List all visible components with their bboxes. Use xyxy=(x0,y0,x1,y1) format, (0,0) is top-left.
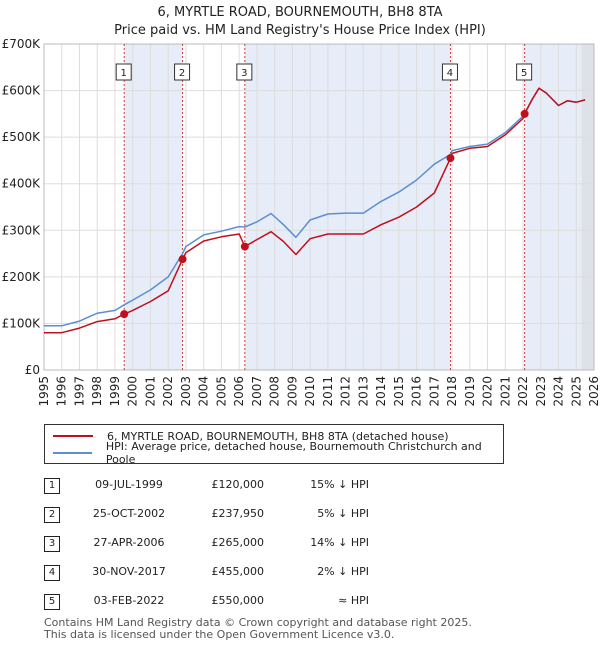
sale-period-shade xyxy=(124,44,183,370)
sale-hpi-relation: 15% ↓ HPI xyxy=(310,478,369,491)
y-tick-label: £200K xyxy=(2,270,42,284)
y-tick-label: £600K xyxy=(2,84,42,98)
sale-date: 27-APR-2006 xyxy=(93,536,165,549)
sale-number-box xyxy=(441,63,458,81)
sale-number-box xyxy=(115,63,132,81)
sale-number-label: 4 xyxy=(447,68,453,79)
x-tick-label: 2001 xyxy=(143,376,157,407)
x-tick-label: 2016 xyxy=(410,376,424,407)
sale-price: £550,000 xyxy=(211,594,265,607)
sale-point xyxy=(178,255,187,264)
sale-row: 4 30-NOV-2017 £455,000 2% ↓ HPI xyxy=(44,560,384,589)
legend-swatch-hpi xyxy=(53,452,92,454)
x-tick-label: 2023 xyxy=(534,376,548,407)
sale-number-badge: 5 xyxy=(44,594,60,610)
x-tick-label: 2008 xyxy=(268,376,282,407)
x-tick-label: 2010 xyxy=(303,376,317,407)
sale-row: 5 03-FEB-2022 £550,000 ≈ HPI xyxy=(44,589,384,618)
sales-table: 1 09-JUL-1999 £120,000 15% ↓ HPI 2 25-OC… xyxy=(44,473,384,618)
x-tick-label: 2022 xyxy=(516,376,530,407)
sale-number-badge: 1 xyxy=(44,478,60,494)
x-tick-label: 2005 xyxy=(214,376,228,407)
sale-price: £455,000 xyxy=(211,565,265,578)
sale-price: £120,000 xyxy=(211,478,265,491)
x-tick-label: 2007 xyxy=(250,376,264,407)
x-tick-label: 2024 xyxy=(552,376,566,407)
sale-hpi-relation: ≈ HPI xyxy=(338,594,369,607)
price-chart: 6, MYRTLE ROAD, BOURNEMOUTH, BH8 8TA Pri… xyxy=(2,5,600,407)
x-tick-label: 2015 xyxy=(392,376,406,407)
y-tick-label: £100K xyxy=(2,316,42,330)
chart-subtitle: Price paid vs. HM Land Registry's House … xyxy=(114,23,486,38)
sale-date: 25-OCT-2002 xyxy=(92,507,166,520)
sale-point xyxy=(446,154,455,163)
x-tick-label: 2002 xyxy=(161,376,175,407)
sale-number-label: 2 xyxy=(179,68,185,79)
sale-point xyxy=(240,242,249,251)
y-tick-label: £0 xyxy=(25,363,40,377)
y-tick-label: £300K xyxy=(2,223,42,237)
footer-attribution: Contains HM Land Registry data © Crown c… xyxy=(44,617,472,641)
sale-point xyxy=(120,310,129,319)
x-tick-label: 2014 xyxy=(374,376,388,407)
sale-date: 09-JUL-1999 xyxy=(95,478,163,491)
sale-period-shade xyxy=(244,44,451,370)
sale-number-label: 5 xyxy=(521,68,527,79)
x-tick-label: 2009 xyxy=(285,376,299,407)
legend-item-property: 6, MYRTLE ROAD, BOURNEMOUTH, BH8 8TA (de… xyxy=(53,428,449,444)
x-tick-label: 1995 xyxy=(37,376,51,407)
chart-title: 6, MYRTLE ROAD, BOURNEMOUTH, BH8 8TA xyxy=(157,5,442,20)
x-tick-label: 2019 xyxy=(463,376,477,407)
sale-hpi-relation: 2% ↓ HPI xyxy=(317,565,369,578)
x-tick-label: 2011 xyxy=(321,376,335,407)
x-tick-label: 2013 xyxy=(356,376,370,407)
footer-line-2: This data is licensed under the Open Gov… xyxy=(44,628,395,641)
x-tick-label: 1997 xyxy=(72,376,86,407)
sale-date: 03-FEB-2022 xyxy=(93,594,165,607)
x-tick-label: 2004 xyxy=(197,376,211,407)
y-tick-label: £500K xyxy=(2,130,42,144)
x-tick-label: 2026 xyxy=(587,376,600,407)
sale-hpi-relation: 5% ↓ HPI xyxy=(317,507,369,520)
sale-number-box xyxy=(236,63,253,81)
y-tick-label: £400K xyxy=(2,177,42,191)
x-tick-label: 1999 xyxy=(108,376,122,407)
sale-number-badge: 2 xyxy=(44,507,60,523)
x-tick-label: 2017 xyxy=(427,376,441,407)
sale-price: £265,000 xyxy=(211,536,265,549)
x-tick-label: 1996 xyxy=(55,376,69,407)
legend-swatch-property xyxy=(53,435,93,437)
series-line-property xyxy=(44,87,586,334)
x-tick-label: 2003 xyxy=(179,376,193,407)
sale-row: 3 27-APR-2006 £265,000 14% ↓ HPI xyxy=(44,531,384,560)
sale-row: 2 25-OCT-2002 £237,950 5% ↓ HPI xyxy=(44,502,384,531)
sale-price: £237,950 xyxy=(211,507,265,520)
x-tick-label: 2020 xyxy=(481,376,495,407)
plot-border xyxy=(43,43,595,371)
sale-row: 1 09-JUL-1999 £120,000 15% ↓ HPI xyxy=(44,473,384,502)
x-tick-label: 1998 xyxy=(90,376,104,407)
sale-number-badge: 3 xyxy=(44,536,60,552)
x-tick-label: 2012 xyxy=(339,376,353,407)
legend: 6, MYRTLE ROAD, BOURNEMOUTH, BH8 8TA (de… xyxy=(44,424,504,466)
sale-number-box xyxy=(174,63,191,81)
sale-date: 30-NOV-2017 xyxy=(92,565,166,578)
sale-hpi-relation: 14% ↓ HPI xyxy=(310,536,369,549)
sale-number-badge: 4 xyxy=(44,565,60,581)
sale-point xyxy=(520,109,529,118)
x-tick-label: 2000 xyxy=(126,376,140,407)
sale-number-label: 3 xyxy=(241,68,247,79)
x-tick-label: 2006 xyxy=(232,376,246,407)
sale-number-box xyxy=(516,63,533,81)
x-tick-label: 2025 xyxy=(569,376,583,407)
legend-label-property: 6, MYRTLE ROAD, BOURNEMOUTH, BH8 8TA (de… xyxy=(107,429,449,443)
footer-line-1: Contains HM Land Registry data © Crown c… xyxy=(44,616,472,629)
legend-label-hpi: HPI: Average price, detached house, Bour… xyxy=(105,440,482,466)
x-tick-label: 2021 xyxy=(498,376,512,407)
forecast-region xyxy=(581,44,594,370)
x-tick-label: 2018 xyxy=(445,376,459,407)
sale-number-label: 1 xyxy=(121,68,127,79)
legend-item-hpi: HPI: Average price, detached house, Bour… xyxy=(53,440,503,466)
y-tick-label: £700K xyxy=(2,37,42,51)
